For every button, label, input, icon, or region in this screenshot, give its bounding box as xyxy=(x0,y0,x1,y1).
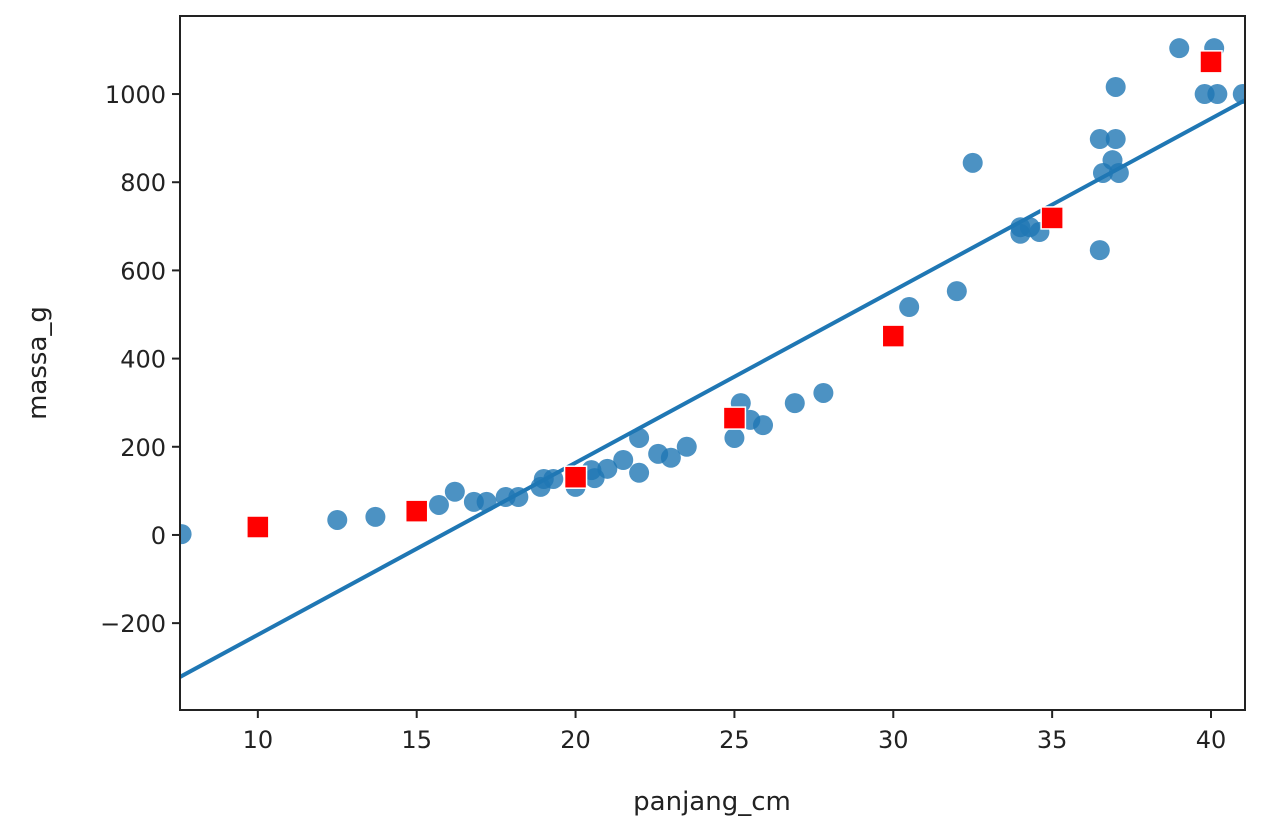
data-point xyxy=(1207,84,1228,105)
data-point xyxy=(946,281,967,302)
data-point xyxy=(1105,129,1126,150)
data-point xyxy=(1169,38,1190,59)
data-point xyxy=(597,458,618,479)
x-tick-label: 10 xyxy=(243,726,274,754)
prediction-marker xyxy=(563,465,588,489)
data-point xyxy=(1089,240,1110,261)
x-axis-label: panjang_cm xyxy=(633,787,791,817)
data-point xyxy=(444,481,465,502)
x-tick-label: 15 xyxy=(401,726,432,754)
data-point xyxy=(813,382,834,403)
data-point xyxy=(629,462,650,483)
y-tick-label: 800 xyxy=(120,169,166,197)
y-axis-label: massa_g xyxy=(23,306,53,420)
data-point xyxy=(1089,129,1110,150)
plot-area xyxy=(180,38,1245,679)
data-point xyxy=(724,427,745,448)
y-tick-label: 0 xyxy=(151,522,166,550)
data-point xyxy=(180,524,192,545)
x-tick-label: 35 xyxy=(1037,726,1068,754)
y-tick-label: 600 xyxy=(120,257,166,285)
y-tick-label: 400 xyxy=(120,346,166,374)
x-tick-label: 40 xyxy=(1196,726,1227,754)
data-point xyxy=(753,415,774,436)
y-tick-label: 200 xyxy=(120,434,166,462)
prediction-marker xyxy=(404,499,429,523)
prediction-marker xyxy=(881,324,906,348)
prediction-marker xyxy=(246,515,270,539)
data-point xyxy=(676,436,697,457)
data-point xyxy=(962,152,983,173)
data-point xyxy=(613,450,634,471)
data-point xyxy=(1105,76,1126,97)
plot-frame xyxy=(179,15,1246,711)
data-point xyxy=(1232,84,1245,105)
data-point xyxy=(428,494,449,515)
prediction-marker xyxy=(722,406,747,430)
y-tick-label: −200 xyxy=(100,610,166,638)
data-point xyxy=(899,297,920,318)
data-point xyxy=(365,506,386,527)
data-point xyxy=(784,393,805,414)
x-tick-label: 25 xyxy=(719,726,750,754)
data-point xyxy=(327,509,348,530)
data-point xyxy=(660,447,681,468)
regression-line xyxy=(180,98,1245,679)
y-tick-label: 1000 xyxy=(105,81,166,109)
prediction-marker xyxy=(1040,206,1064,230)
x-tick-label: 30 xyxy=(878,726,909,754)
x-tick-label: 20 xyxy=(560,726,591,754)
prediction-marker xyxy=(1199,50,1223,74)
